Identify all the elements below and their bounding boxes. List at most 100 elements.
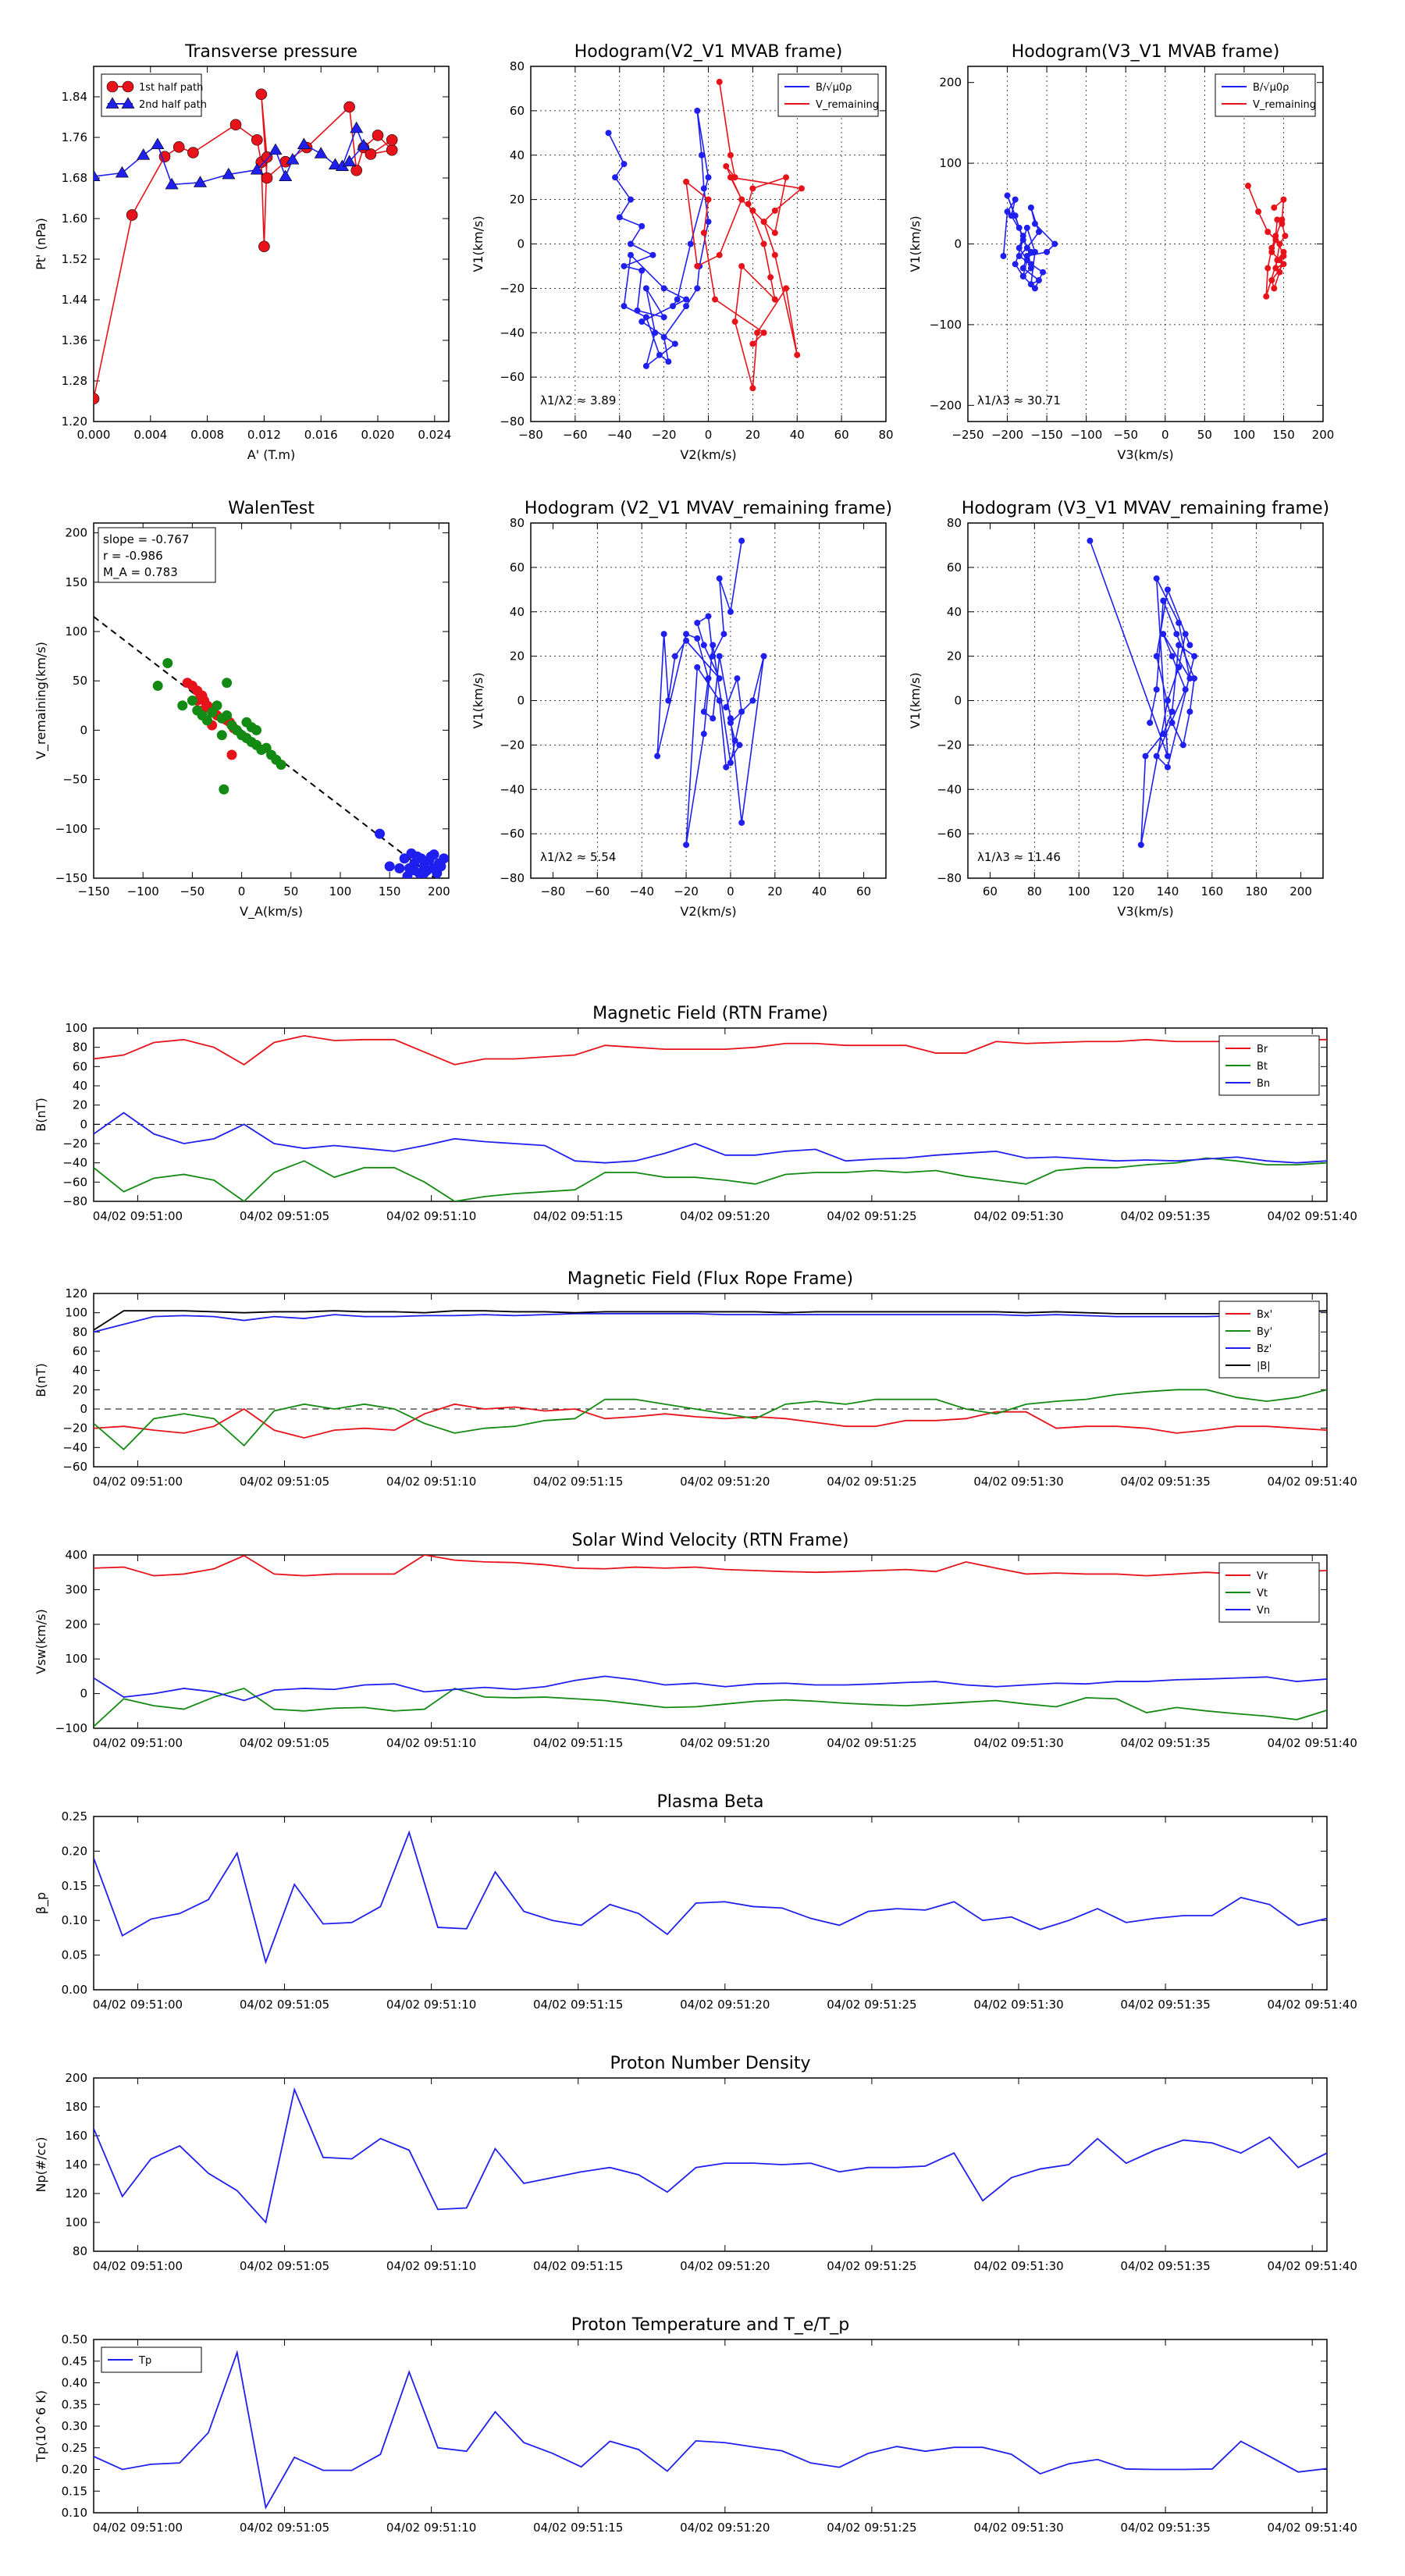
- vsw-series-vt-line: [94, 1687, 1327, 1727]
- tp-series-2nd-half-path-point: [165, 177, 179, 190]
- h1-xtick-label: 40: [790, 428, 805, 442]
- h2-ytick-label: −200: [930, 398, 962, 412]
- h3-ytick-label: 20: [510, 649, 525, 664]
- walen-series-green-point: [216, 730, 227, 741]
- b_fr-ytick-label: 80: [73, 1325, 87, 1339]
- tp_temp-time-label: 04/02 09:51:25: [827, 2521, 916, 2535]
- h2-xtick-label: −200: [991, 428, 1023, 442]
- tp_temp-ytick-label: 0.50: [62, 2332, 87, 2347]
- vsw-time-label: 04/02 09:51:40: [1268, 1736, 1357, 1750]
- h1-series-b-0--point: [612, 174, 619, 181]
- h4-series-v-point: [1153, 686, 1160, 693]
- h3-xtick-label: −40: [629, 884, 654, 898]
- b_fr-ytick-label: 60: [73, 1344, 87, 1358]
- walen-series-green-point: [276, 760, 286, 770]
- walen-stat: r = -0.986: [103, 549, 163, 563]
- h3-series-v-point: [694, 619, 701, 626]
- tp-data: [94, 88, 398, 405]
- b_fr-ytick-label: −40: [62, 1440, 87, 1454]
- h4-series-v-point: [1176, 642, 1183, 649]
- b_rtn-time-label: 04/02 09:51:25: [827, 1209, 916, 1223]
- tp_temp-ytick-label: 0.20: [62, 2463, 87, 2477]
- h1-series-b-0--point: [674, 296, 681, 303]
- b_rtn-series-bt-line: [94, 1157, 1327, 1201]
- tp_temp-ytick-label: 0.30: [62, 2419, 87, 2433]
- h1-series-b-0--point: [705, 219, 712, 226]
- h2-series-v-remaining-point: [1268, 277, 1275, 284]
- h2-xtick-label: −100: [1070, 428, 1102, 442]
- h4-series-v-point: [1168, 653, 1176, 660]
- b_rtn-series-br-line: [94, 1034, 1327, 1066]
- np-data: [94, 2087, 1327, 2224]
- np-ytick-label: 140: [65, 2158, 87, 2172]
- h3-series-v-point: [760, 653, 767, 660]
- h3-ytick-label: 60: [510, 560, 525, 575]
- walen-series-blue-point: [429, 849, 439, 860]
- h2-ytick-label: 0: [954, 237, 962, 251]
- h3-series-v-point: [727, 760, 734, 767]
- h2-series-b-0--point: [1012, 212, 1019, 219]
- h4-ytick-label: −40: [937, 782, 962, 796]
- tp-series-1st-half-path-point: [173, 141, 185, 153]
- h2-series-v-remaining-point: [1264, 228, 1272, 235]
- h1-series-v-remaining-point: [754, 329, 761, 336]
- b_rtn-time-label: 04/02 09:51:00: [93, 1209, 183, 1223]
- b_fr-frame: [93, 1293, 1328, 1468]
- walen-xtick-label: −100: [127, 884, 159, 898]
- h3-series-v-point: [705, 613, 712, 620]
- h4-series-v-point: [1186, 642, 1193, 649]
- vsw-ytick-label: 0: [80, 1687, 87, 1701]
- chart-h4: −80 −60 −40 −20 0 20 40 60 80 60 80 100 120 140 160 180…: [908, 499, 1329, 919]
- walen-stat: M_A = 0.783: [103, 565, 178, 580]
- h2-series-b-0--point: [1012, 261, 1019, 268]
- walen-xtick-label: 150: [379, 884, 401, 898]
- tp_temp-time-label: 04/02 09:51:30: [973, 2521, 1063, 2535]
- tp-series-2nd-half-path-point: [222, 167, 236, 180]
- h1-series-v-remaining-point: [723, 162, 730, 169]
- h4-series-v-point: [1168, 708, 1176, 715]
- h1-series-b-0--point: [627, 196, 634, 203]
- h1-series-v-remaining-point: [716, 78, 723, 85]
- h4-series-v-point: [1164, 763, 1171, 770]
- tp-xtick-label: 0.000: [77, 428, 111, 442]
- h4-series-v-point: [1087, 537, 1094, 544]
- h2-xtick-label: 50: [1197, 428, 1212, 442]
- np-time-label: 04/02 09:51:25: [827, 2259, 916, 2273]
- h2-series-b-0--point: [1036, 277, 1042, 284]
- tp_temp-ylabel: Tp(10^6 K): [34, 2390, 48, 2463]
- h2-series-b-0--point: [1019, 272, 1026, 279]
- tp-series-1st-half-path-point: [365, 148, 377, 160]
- b_fr-time-label: 04/02 09:51:35: [1120, 1475, 1210, 1489]
- vsw-legend-label: Vt: [1257, 1588, 1268, 1599]
- walen-data: [94, 616, 449, 878]
- h3-series-v-point: [738, 708, 745, 715]
- h3-ytick-label: 0: [517, 694, 525, 708]
- h3-xtick-label: −60: [585, 884, 610, 898]
- b_fr-ytick-label: 100: [65, 1306, 87, 1320]
- h2-series-b-0--point: [1027, 204, 1034, 211]
- beta-time-label: 04/02 09:51:00: [93, 1998, 183, 2012]
- b_fr-legend-label: Bx': [1257, 1309, 1272, 1321]
- h3-series-v-point: [736, 742, 743, 749]
- h1-ylabel: V1(km/s): [471, 215, 486, 272]
- h2-series-b-0--point: [1019, 237, 1026, 244]
- h1-series-b-0--point: [656, 351, 663, 358]
- h1-xtick-label: −40: [607, 428, 632, 442]
- walen-ylabel: V_remaining(km/s): [34, 642, 49, 760]
- h4-ytick-label: 0: [954, 694, 962, 708]
- tp-legend-marker: [121, 97, 135, 109]
- h1-series-b-0--point: [694, 285, 701, 292]
- tp-xtick-label: 0.020: [361, 428, 395, 442]
- tp-ylabel: Pt' (nPa): [34, 218, 48, 270]
- h1-series-b-0--point: [634, 307, 641, 314]
- h1-series-b-0--point: [683, 303, 690, 310]
- h2-ylabel: V1(km/s): [908, 215, 923, 272]
- h2-series-b-0--point: [1016, 244, 1023, 251]
- h1-legend-label: B/√μ0ρ: [816, 82, 852, 94]
- h1-series-b-0--point: [665, 358, 672, 365]
- h2-series-b-0--point: [1012, 196, 1019, 203]
- h4-xlabel: V3(km/s): [1117, 904, 1173, 919]
- vsw-time-label: 04/02 09:51:25: [827, 1736, 916, 1750]
- h3-series-v-point: [710, 653, 717, 660]
